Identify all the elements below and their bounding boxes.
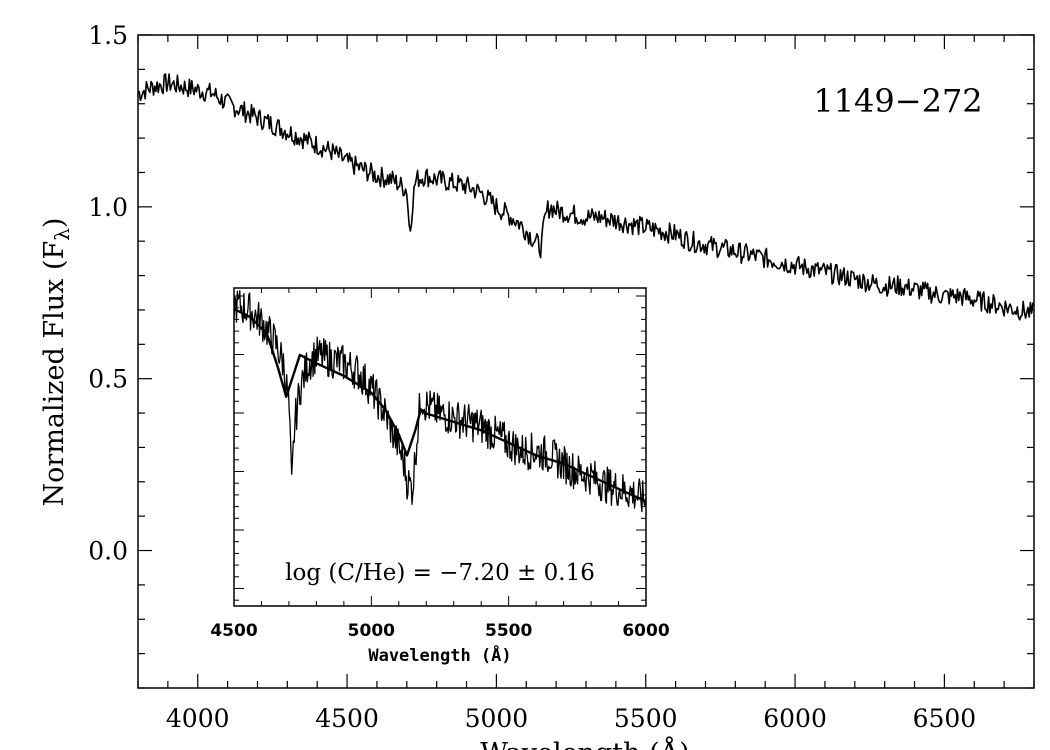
main-x-tick-label: 5000 <box>465 704 529 733</box>
main-ylabel: Normalized Flux (Fλ) <box>39 218 74 507</box>
main-ylabel-close: ) <box>39 218 70 229</box>
inset-tick-labels: 4500 5000 5500 6000 <box>210 621 669 641</box>
main-xlabel: Wavelength (Å) <box>480 736 689 750</box>
inset-x-tick-label: 5500 <box>485 621 532 641</box>
main-y-tick-label: 1.5 <box>88 21 128 50</box>
main-x-tick-label: 4000 <box>166 704 230 733</box>
carbon-abundance-annotation: log (C/He) = −7.20 ± 0.16 <box>285 560 595 586</box>
main-x-tick-label: 4500 <box>315 704 379 733</box>
main-spectrum-line <box>137 73 1035 321</box>
inset-plot-frame <box>233 287 647 607</box>
main-x-tick-label: 6000 <box>763 704 827 733</box>
main-y-tick-label: 0.5 <box>88 365 128 394</box>
main-y-tick-label: 0.0 <box>88 537 128 566</box>
inset-plot-background <box>234 288 646 606</box>
main-x-tick-label: 5500 <box>614 704 678 733</box>
main-tick-labels: 4000 4500 5000 5500 6000 6500 0.0 0.5 1.0 1.5 <box>88 21 976 733</box>
main-plot: 4000 4500 5000 5500 6000 6500 0.0 0.5 1.0 1.5 114… <box>39 21 1035 750</box>
inset-x-tick-label: 4500 <box>210 621 257 641</box>
inset-plot: 4500 5000 5500 6000 log (C/He) = −7.20 ± 0.… <box>210 287 670 666</box>
main-ylabel-text: Normalized Flux (F <box>39 241 70 507</box>
main-x-tick-label: 6500 <box>913 704 977 733</box>
inset-model-line <box>233 307 647 503</box>
main-y-tick-label: 1.0 <box>88 193 128 222</box>
object-id-annotation: 1149−272 <box>813 82 982 120</box>
inset-observed-line <box>233 290 647 513</box>
inset-xlabel: Wavelength (Å) <box>368 643 511 666</box>
inset-x-tick-label: 6000 <box>622 621 669 641</box>
inset-x-tick-label: 5000 <box>348 621 395 641</box>
main-ticks <box>137 34 1035 689</box>
main-ylabel-subscript: λ <box>50 228 74 241</box>
